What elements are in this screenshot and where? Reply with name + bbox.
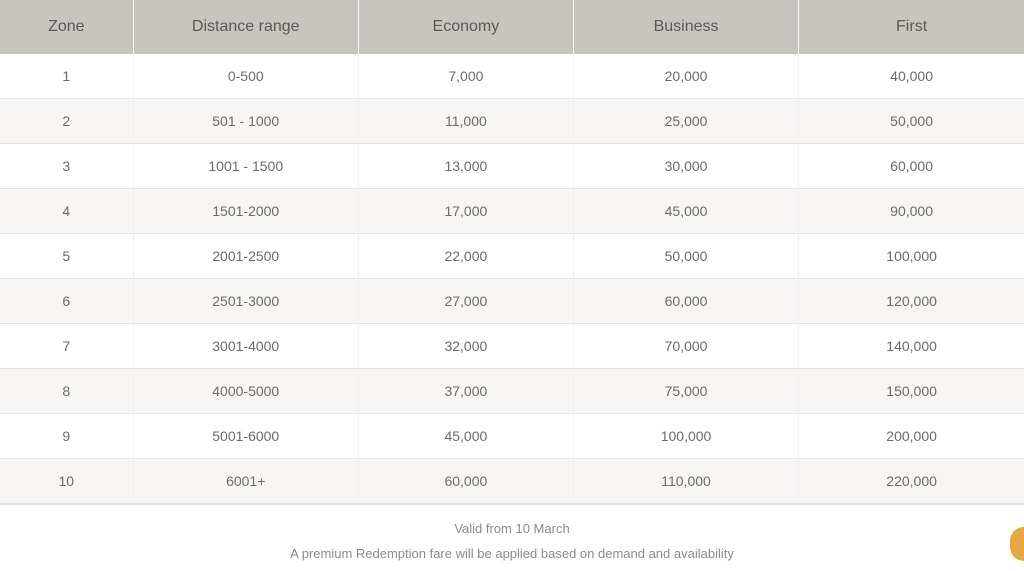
cell-business: 70,000 [573, 324, 798, 369]
cell-distance: 2001-2500 [133, 234, 358, 279]
table-row: 9 5001-6000 45,000 100,000 200,000 [0, 414, 1024, 459]
cell-economy: 11,000 [358, 99, 573, 144]
cell-first: 150,000 [799, 369, 1024, 414]
redemption-table-wrapper: Zone Distance range Economy Business Fir… [0, 0, 1024, 561]
cell-zone: 8 [0, 369, 133, 414]
redemption-table: Zone Distance range Economy Business Fir… [0, 0, 1024, 504]
footer-valid-from: Valid from 10 March [0, 521, 1024, 536]
table-row: 6 2501-3000 27,000 60,000 120,000 [0, 279, 1024, 324]
cell-business: 30,000 [573, 144, 798, 189]
col-header-distance: Distance range [133, 0, 358, 54]
cell-distance: 3001-4000 [133, 324, 358, 369]
cell-zone: 10 [0, 459, 133, 504]
cell-first: 140,000 [799, 324, 1024, 369]
footer-premium-note: A premium Redemption fare will be applie… [0, 546, 1024, 561]
cell-economy: 7,000 [358, 54, 573, 99]
cell-zone: 7 [0, 324, 133, 369]
cell-first: 100,000 [799, 234, 1024, 279]
col-header-zone: Zone [0, 0, 133, 54]
table-row: 3 1001 - 1500 13,000 30,000 60,000 [0, 144, 1024, 189]
table-row: 1 0-500 7,000 20,000 40,000 [0, 54, 1024, 99]
cell-business: 20,000 [573, 54, 798, 99]
cell-zone: 6 [0, 279, 133, 324]
cell-business: 110,000 [573, 459, 798, 504]
cell-zone: 9 [0, 414, 133, 459]
cell-business: 75,000 [573, 369, 798, 414]
cell-economy: 37,000 [358, 369, 573, 414]
cell-first: 60,000 [799, 144, 1024, 189]
table-row: 7 3001-4000 32,000 70,000 140,000 [0, 324, 1024, 369]
table-row: 5 2001-2500 22,000 50,000 100,000 [0, 234, 1024, 279]
cell-distance: 2501-3000 [133, 279, 358, 324]
table-body: 1 0-500 7,000 20,000 40,000 2 501 - 1000… [0, 54, 1024, 504]
cell-distance: 6001+ [133, 459, 358, 504]
cell-distance: 501 - 1000 [133, 99, 358, 144]
cell-first: 220,000 [799, 459, 1024, 504]
cell-first: 90,000 [799, 189, 1024, 234]
col-header-first: First [799, 0, 1024, 54]
cell-first: 200,000 [799, 414, 1024, 459]
col-header-business: Business [573, 0, 798, 54]
cell-economy: 27,000 [358, 279, 573, 324]
cell-economy: 17,000 [358, 189, 573, 234]
cell-zone: 5 [0, 234, 133, 279]
cell-zone: 4 [0, 189, 133, 234]
cell-economy: 60,000 [358, 459, 573, 504]
cell-business: 25,000 [573, 99, 798, 144]
cell-first: 120,000 [799, 279, 1024, 324]
table-row: 4 1501-2000 17,000 45,000 90,000 [0, 189, 1024, 234]
cell-first: 40,000 [799, 54, 1024, 99]
table-row: 2 501 - 1000 11,000 25,000 50,000 [0, 99, 1024, 144]
cell-economy: 22,000 [358, 234, 573, 279]
table-row: 10 6001+ 60,000 110,000 220,000 [0, 459, 1024, 504]
cell-distance: 0-500 [133, 54, 358, 99]
cell-business: 100,000 [573, 414, 798, 459]
footer-notes: Valid from 10 March A premium Redemption… [0, 504, 1024, 561]
cell-zone: 1 [0, 54, 133, 99]
cell-distance: 4000-5000 [133, 369, 358, 414]
cell-economy: 13,000 [358, 144, 573, 189]
cell-distance: 1501-2000 [133, 189, 358, 234]
cell-distance: 1001 - 1500 [133, 144, 358, 189]
cell-business: 50,000 [573, 234, 798, 279]
cell-economy: 32,000 [358, 324, 573, 369]
cell-zone: 2 [0, 99, 133, 144]
cell-first: 50,000 [799, 99, 1024, 144]
cell-distance: 5001-6000 [133, 414, 358, 459]
cell-economy: 45,000 [358, 414, 573, 459]
col-header-economy: Economy [358, 0, 573, 54]
cell-business: 45,000 [573, 189, 798, 234]
cell-zone: 3 [0, 144, 133, 189]
table-header-row: Zone Distance range Economy Business Fir… [0, 0, 1024, 54]
cell-business: 60,000 [573, 279, 798, 324]
table-row: 8 4000-5000 37,000 75,000 150,000 [0, 369, 1024, 414]
